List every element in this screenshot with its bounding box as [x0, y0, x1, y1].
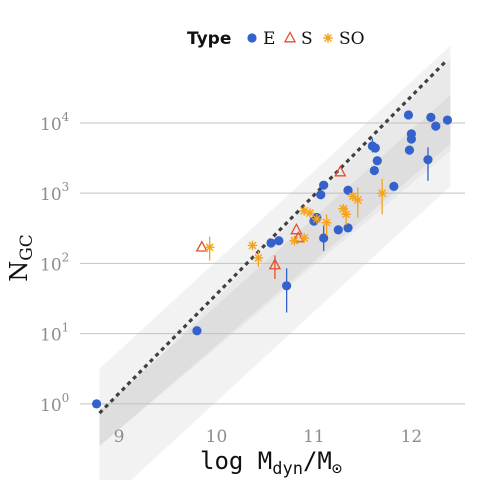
data-point-E — [319, 233, 329, 243]
data-point-E — [266, 238, 276, 248]
x-tick-label: 10 — [206, 427, 228, 447]
data-point-SO — [348, 191, 358, 202]
x-tick-label: 12 — [401, 427, 423, 447]
x-axis-label: log Mdyn/M⊙ — [200, 447, 342, 479]
data-point-E — [369, 165, 379, 176]
data-point-E — [403, 110, 414, 120]
data-point-E — [426, 112, 436, 122]
data-point-SO — [305, 208, 315, 218]
data-point-SO — [204, 242, 215, 253]
fit-line-group — [98, 60, 447, 415]
legend-label-E: E — [263, 29, 275, 49]
data-point-SO — [377, 188, 387, 199]
data-point-E — [370, 143, 380, 153]
legend-marker-E — [247, 33, 257, 43]
y-tick-label: 100 — [40, 391, 69, 416]
legend-marker-S — [283, 31, 297, 43]
data-point-E — [372, 156, 382, 166]
data-point-SO — [341, 209, 351, 220]
data-point-E — [404, 145, 415, 155]
data-point-SO — [289, 235, 300, 246]
data-points — [91, 110, 453, 409]
data-point-SO — [253, 253, 264, 263]
data-point-E — [192, 326, 202, 336]
data-point-S — [195, 240, 208, 252]
data-point-E — [316, 190, 326, 200]
data-point-E — [343, 185, 353, 195]
data-point-SO — [321, 217, 332, 228]
data-point-SO — [247, 240, 258, 251]
data-point-E — [406, 134, 416, 144]
data-point-SO — [299, 233, 310, 243]
data-point-S — [292, 231, 305, 243]
x-tick-labels: 9 10 11 12 — [114, 427, 423, 447]
data-point-S — [290, 222, 303, 235]
data-point-E — [423, 155, 433, 165]
series-S — [195, 165, 347, 279]
data-point-E — [333, 225, 343, 235]
data-point-SO — [352, 195, 363, 205]
legend-title: Type — [187, 29, 231, 49]
y-tick-label: 101 — [40, 321, 69, 346]
data-point-E — [442, 115, 453, 125]
data-point-SO — [312, 214, 322, 224]
x-tick-label: 11 — [303, 427, 325, 447]
series-SO — [204, 178, 387, 267]
series-E — [91, 110, 453, 409]
legend-marker-SO — [323, 33, 333, 43]
y-axis-label: NGC — [5, 234, 37, 282]
y-tick-label: 103 — [40, 180, 69, 205]
data-point-E — [282, 281, 292, 291]
y-tick-labels: 100 101 102 103 104 — [40, 110, 70, 416]
data-point-E — [91, 399, 102, 409]
data-point-E — [389, 181, 399, 191]
data-point-S — [268, 258, 282, 270]
fit-line — [98, 60, 447, 415]
legend: Type E S SO — [187, 29, 365, 49]
legend-label-SO: SO — [339, 29, 365, 49]
y-tick-label: 102 — [40, 250, 69, 275]
x-tick-label: 9 — [114, 427, 125, 447]
data-point-S — [334, 165, 347, 177]
data-point-E — [343, 223, 353, 233]
y-tick-label: 104 — [40, 110, 70, 135]
data-point-E — [274, 236, 284, 246]
data-point-E — [431, 121, 441, 131]
data-point-E — [319, 180, 329, 190]
legend-label-S: S — [301, 29, 313, 49]
